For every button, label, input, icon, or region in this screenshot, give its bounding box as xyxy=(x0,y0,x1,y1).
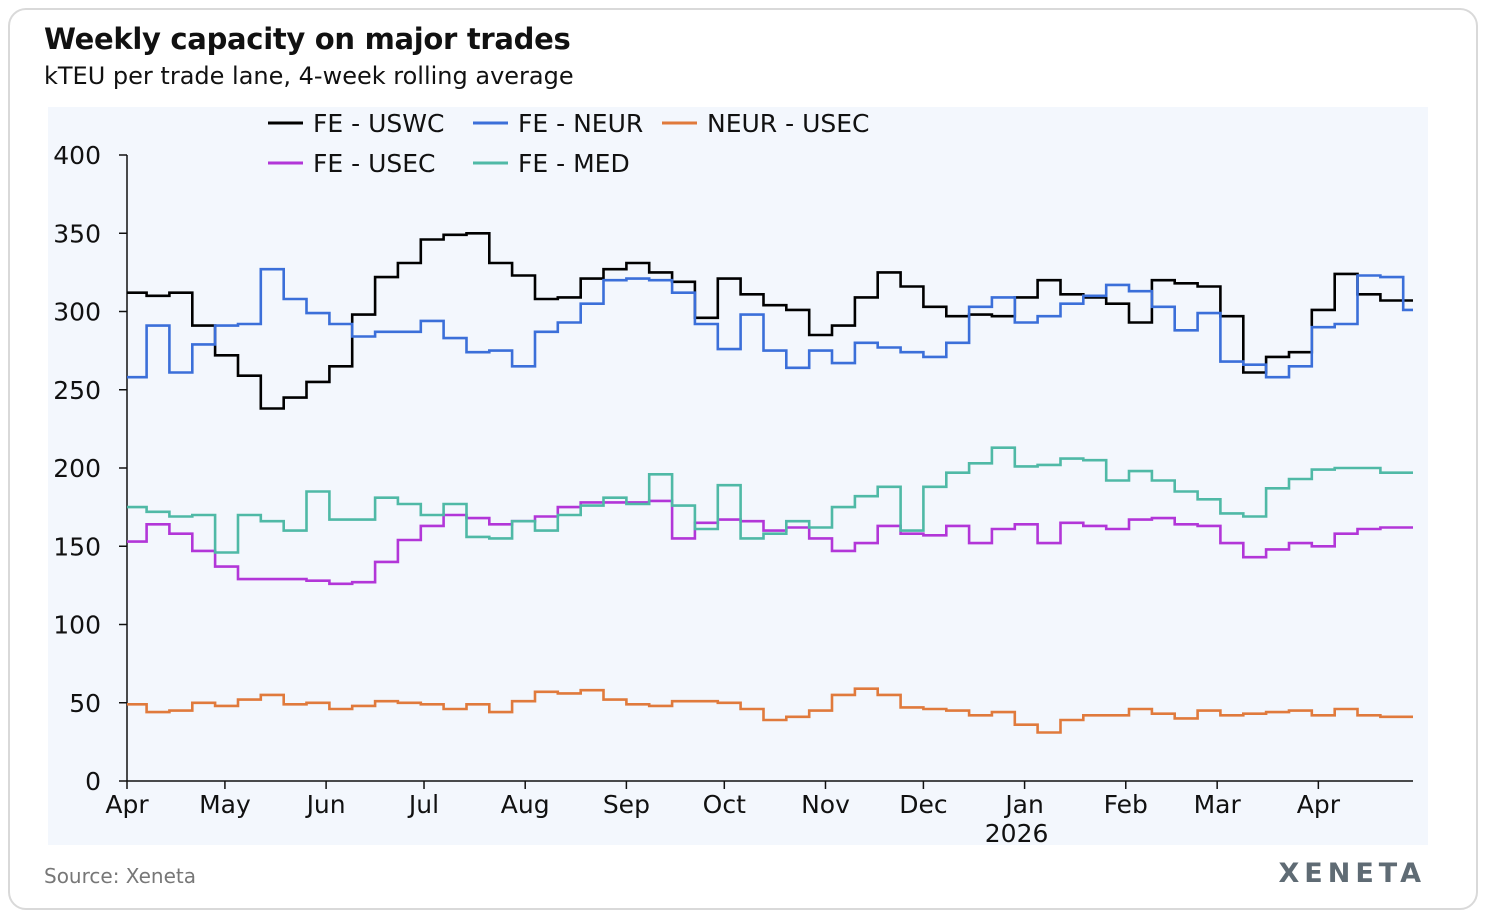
x-tick-label: Apr xyxy=(1297,790,1341,819)
y-tick-label: 0 xyxy=(85,767,101,796)
y-axis: 0 50 100 150 200 250 300 350 400 xyxy=(53,141,128,796)
y-tick-label: 350 xyxy=(53,219,101,248)
x-tick-label: Feb xyxy=(1104,790,1148,819)
y-tick-label: 400 xyxy=(53,141,101,170)
x-tick-label: May xyxy=(199,790,251,819)
legend-label: FE - USEC xyxy=(313,149,436,178)
y-tick-label: 200 xyxy=(53,454,101,483)
y-tick-label: 250 xyxy=(53,376,101,405)
x-tick-label: Aug xyxy=(501,790,550,819)
legend-label: FE - MED xyxy=(518,149,630,178)
series-line-fe-med xyxy=(127,446,1413,554)
series-line-fe-uswc xyxy=(127,232,1413,410)
legend-label: FE - USWC xyxy=(313,109,444,138)
plot-background xyxy=(48,107,1428,845)
x-tick-label: Apr xyxy=(105,790,149,819)
series-lines xyxy=(127,232,1413,734)
y-tick-label: 50 xyxy=(69,689,101,718)
series-line-neur-usec xyxy=(127,687,1413,734)
series-line-fe-neur xyxy=(127,267,1413,379)
chart-title: Weekly capacity on major trades xyxy=(44,22,571,56)
x-tick-label: Jan xyxy=(1003,790,1044,819)
x-tick-label: Jul xyxy=(407,790,439,819)
x-tick-label: Mar xyxy=(1194,790,1242,819)
x-tick-label: Oct xyxy=(703,790,746,819)
legend: FE - USWC FE - NEUR NEUR - USEC FE - USEC FE… xyxy=(268,109,870,178)
x-tick-label: Sep xyxy=(603,790,650,819)
brand-logo: XENETA xyxy=(1278,858,1426,889)
x-year-label: 2026 xyxy=(985,819,1049,848)
x-tick-label: Nov xyxy=(801,790,850,819)
y-tick-label: 100 xyxy=(53,611,101,640)
y-tick-label: 300 xyxy=(53,298,101,327)
legend-label: FE - NEUR xyxy=(518,109,643,138)
chart-subtitle: kTEU per trade lane, 4-week rolling aver… xyxy=(44,62,574,90)
source-note: Source: Xeneta xyxy=(44,864,196,888)
x-tick-label: Jun xyxy=(305,790,346,819)
x-tick-label: Dec xyxy=(899,790,947,819)
legend-label: NEUR - USEC xyxy=(707,109,870,138)
y-tick-label: 150 xyxy=(53,532,101,561)
